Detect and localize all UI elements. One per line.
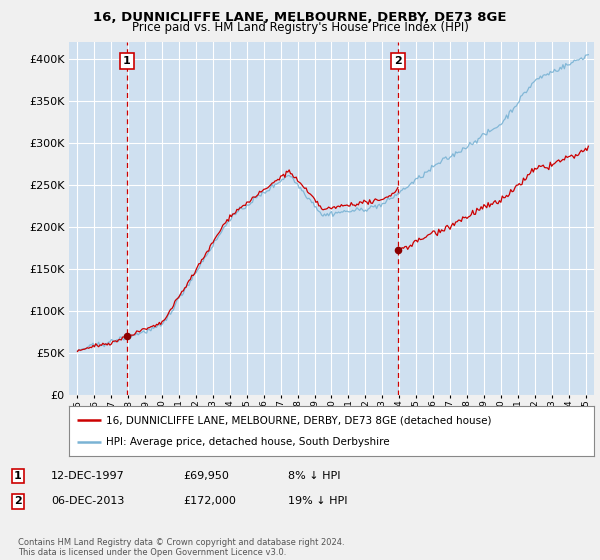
Text: 16, DUNNICLIFFE LANE, MELBOURNE, DERBY, DE73 8GE: 16, DUNNICLIFFE LANE, MELBOURNE, DERBY, … [93,11,507,24]
Text: HPI: Average price, detached house, South Derbyshire: HPI: Average price, detached house, Sout… [106,437,389,447]
Text: 2: 2 [394,57,402,66]
Text: 16, DUNNICLIFFE LANE, MELBOURNE, DERBY, DE73 8GE (detached house): 16, DUNNICLIFFE LANE, MELBOURNE, DERBY, … [106,415,491,425]
Text: 2: 2 [14,496,22,506]
Text: 1: 1 [123,57,131,66]
Text: Price paid vs. HM Land Registry's House Price Index (HPI): Price paid vs. HM Land Registry's House … [131,21,469,34]
Text: 06-DEC-2013: 06-DEC-2013 [51,496,124,506]
Text: 8% ↓ HPI: 8% ↓ HPI [288,471,341,481]
Point [393,246,403,255]
Text: Contains HM Land Registry data © Crown copyright and database right 2024.
This d: Contains HM Land Registry data © Crown c… [18,538,344,557]
Text: 12-DEC-1997: 12-DEC-1997 [51,471,125,481]
Point [122,332,132,340]
Text: 1: 1 [14,471,22,481]
Text: £69,950: £69,950 [183,471,229,481]
Text: 19% ↓ HPI: 19% ↓ HPI [288,496,347,506]
Text: £172,000: £172,000 [183,496,236,506]
